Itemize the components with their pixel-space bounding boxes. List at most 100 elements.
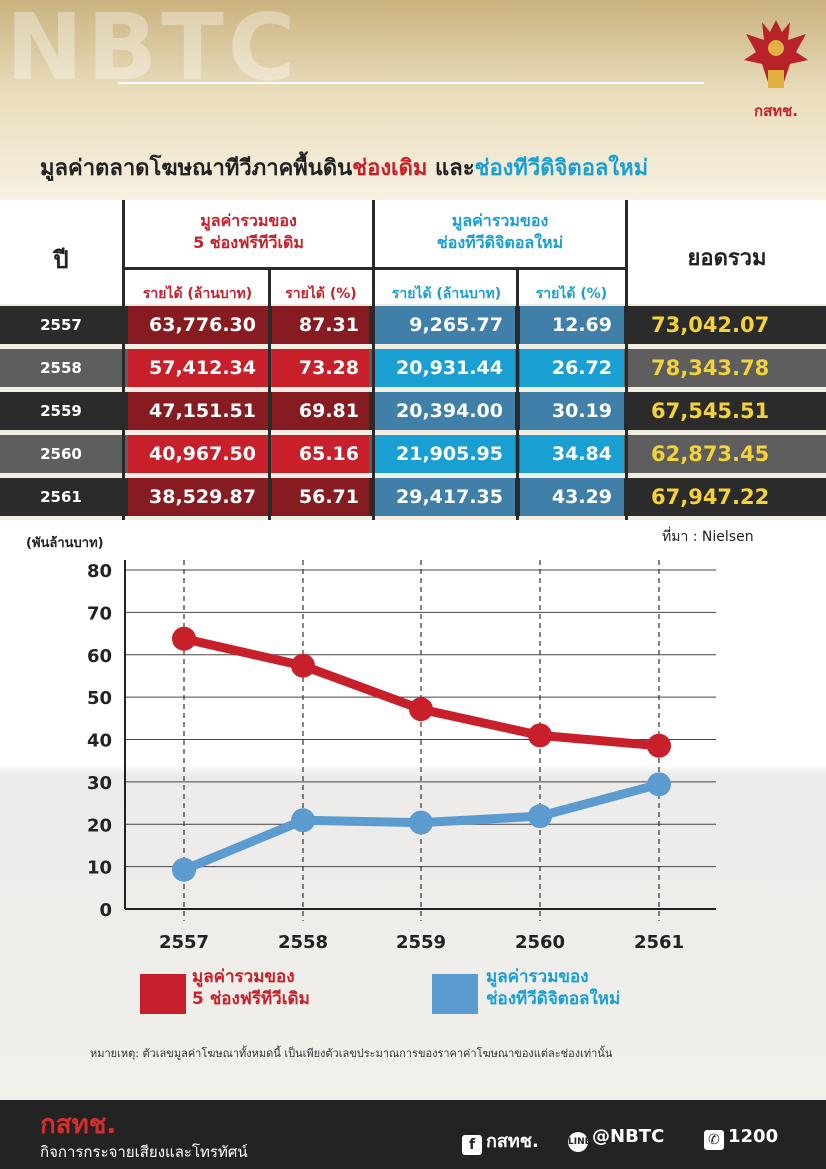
x-tick-label: 2557 [159,932,209,953]
garuda-emblem-icon: กสทช. [744,20,808,120]
data-point-new [172,857,196,882]
source-label: ที่มา : Nielsen [662,529,754,545]
table-cell-new-pct: 26.72 [520,349,624,387]
y-tick-label: 40 [87,731,112,752]
column-divider [372,200,375,520]
table-cell-total: 67,947.22 [651,485,770,509]
table-cell-old-rev: 57,412.34 [128,349,268,387]
y-tick-label: 70 [87,603,112,624]
table-cell-total: 67,545.51 [651,399,770,423]
table-cell-old-pct: 73.28 [272,349,369,387]
y-tick-label: 20 [87,815,112,836]
legend-label-old: มูลค่ารวมของ 5 ช่องฟรีทีวีเดิม [192,966,310,1010]
header-divider [118,82,704,84]
data-point-new [409,810,433,835]
table-cell-new-rev: 20,394.00 [375,392,515,430]
table-cell-old-pct: 56.71 [272,478,369,516]
data-point-old [409,697,433,722]
legend-label-new: มูลค่ารวมของ ช่องทีวีดิจิตอลใหม่ [486,966,620,1010]
emblem-label: กสทช. [754,102,798,120]
table-cell-new-pct: 12.69 [520,306,624,344]
phone-label: 1200 [728,1126,779,1147]
y-tick-label: 10 [87,858,112,879]
table-cell-total: 62,873.45 [651,442,770,466]
table-cell-old-rev: 38,529.87 [128,478,268,516]
table-row: 2557 63,776.30 87.31 9,265.77 12.69 73,042.07 [0,306,826,344]
data-point-old [172,626,196,651]
column-divider [625,200,628,520]
line-chart: 0 10 20 30 40 50 60 70 80 2557 2558 2559 2560 2561 [87,560,716,953]
data-point-old [291,653,315,678]
table-cell-new-rev: 20,931.44 [375,349,515,387]
footer-logo: กสทช. [40,1110,117,1140]
table-cell-year: 2560 [40,445,82,463]
table-cell-year: 2558 [40,359,82,377]
y-axis-unit: (พันล้านบาท) [26,536,104,551]
facebook-link[interactable]: f กสทช. [462,1126,539,1155]
table-cell-year: 2559 [40,402,82,420]
table-cell-old-rev: 63,776.30 [128,306,268,344]
y-tick-label: 0 [99,900,112,921]
facebook-label: กสทช. [486,1131,539,1152]
total-header: ยอดรวม [687,246,767,271]
title-part1: มูลค่าตลาดโฆษณาทีวีภาคพื้นดิน [40,156,353,181]
column-divider [122,200,125,520]
x-tick-label: 2560 [515,932,565,953]
table-cell-old-pct: 69.81 [272,392,369,430]
table-cell-new-pct: 34.84 [520,435,624,473]
chart-background [0,520,826,1100]
year-header: ปี [53,246,69,274]
y-tick-label: 80 [87,561,112,582]
line-label: @NBTC [592,1126,665,1147]
revenue-table: ปี มูลค่ารวมของ 5 ช่องฟรีทีวีเดิม มูลค่า… [0,200,826,520]
footer [0,1100,826,1169]
column-divider [516,267,519,520]
x-tick-label: 2559 [396,932,446,953]
footnote: หมายเหตุ: ตัวเลขมูลค่าโฆษณาทั้งหมดนี้ เป… [90,1047,613,1060]
new-header-line2: ช่องทีวีดิจิตอลใหม่ [436,233,564,252]
table-cell-new-rev: 29,417.35 [375,478,515,516]
phone-link[interactable]: ✆ 1200 [704,1126,778,1150]
y-tick-label: 60 [87,646,112,667]
old-percent-subheader: รายได้ (%) [285,286,357,302]
new-percent-subheader: รายได้ (%) [535,286,608,302]
column-divider [268,267,271,520]
title-part-blue: ช่องทีวีดิจิตอลใหม่ [474,156,649,181]
legend-old-line2: 5 ช่องฟรีทีวีเดิม [192,989,310,1009]
table-row: 2558 57,412.34 73.28 20,931.44 26.72 78,343.7… [0,349,826,387]
line-link[interactable]: LINE@NBTC [568,1126,664,1152]
new-channels-header: มูลค่ารวมของ ช่องทีวีดิจิตอลใหม่ [375,210,625,254]
phone-icon: ✆ [704,1130,724,1150]
legend-new-line1: มูลค่ารวมของ [486,967,589,987]
line-icon: LINE [568,1132,591,1152]
old-revenue-subheader: รายได้ (ล้านบาท) [142,286,253,302]
watermark: NBTC [6,0,300,101]
table-cell-new-pct: 30.19 [520,392,624,430]
legend-old-line1: มูลค่ารวมของ [192,967,295,987]
x-tick-label: 2561 [634,932,684,953]
table-cell-total: 73,042.07 [651,313,770,337]
y-tick-label: 50 [87,688,112,709]
data-point-old [647,733,671,758]
table-row: 2560 40,967.50 65.16 21,905.95 34.84 62,873.4… [0,435,826,473]
table-row: 2559 47,151.51 69.81 20,394.00 30.19 67,545.5… [0,392,826,430]
header-divider-line [125,267,625,270]
table-cell-old-rev: 40,967.50 [128,435,268,473]
data-point-new [647,772,671,797]
facebook-icon: f [462,1135,482,1155]
y-tick-label: 30 [87,773,112,794]
old-header-line1: มูลค่ารวมของ [200,211,297,230]
legend-new-line2: ช่องทีวีดิจิตอลใหม่ [486,989,621,1009]
new-header-line1: มูลค่ารวมของ [451,211,549,230]
table-row: 2561 38,529.87 56.71 29,417.35 43.29 67,947.2… [0,478,826,516]
legend-swatch-new [432,974,478,1014]
table-header [0,200,826,304]
data-point-old [528,723,552,748]
new-revenue-subheader: รายได้ (ล้านบาท) [391,286,502,302]
footer-org-name: กิจการกระจายเสียงและโทรทัศน์ [40,1143,248,1161]
table-cell-old-pct: 65.16 [272,435,369,473]
header-background [0,0,826,200]
table-cell-year: 2557 [40,316,82,334]
old-channels-header: มูลค่ารวมของ 5 ช่องฟรีทีวีเดิม [125,210,372,254]
title-part-red: ช่องเดิม [352,156,428,181]
